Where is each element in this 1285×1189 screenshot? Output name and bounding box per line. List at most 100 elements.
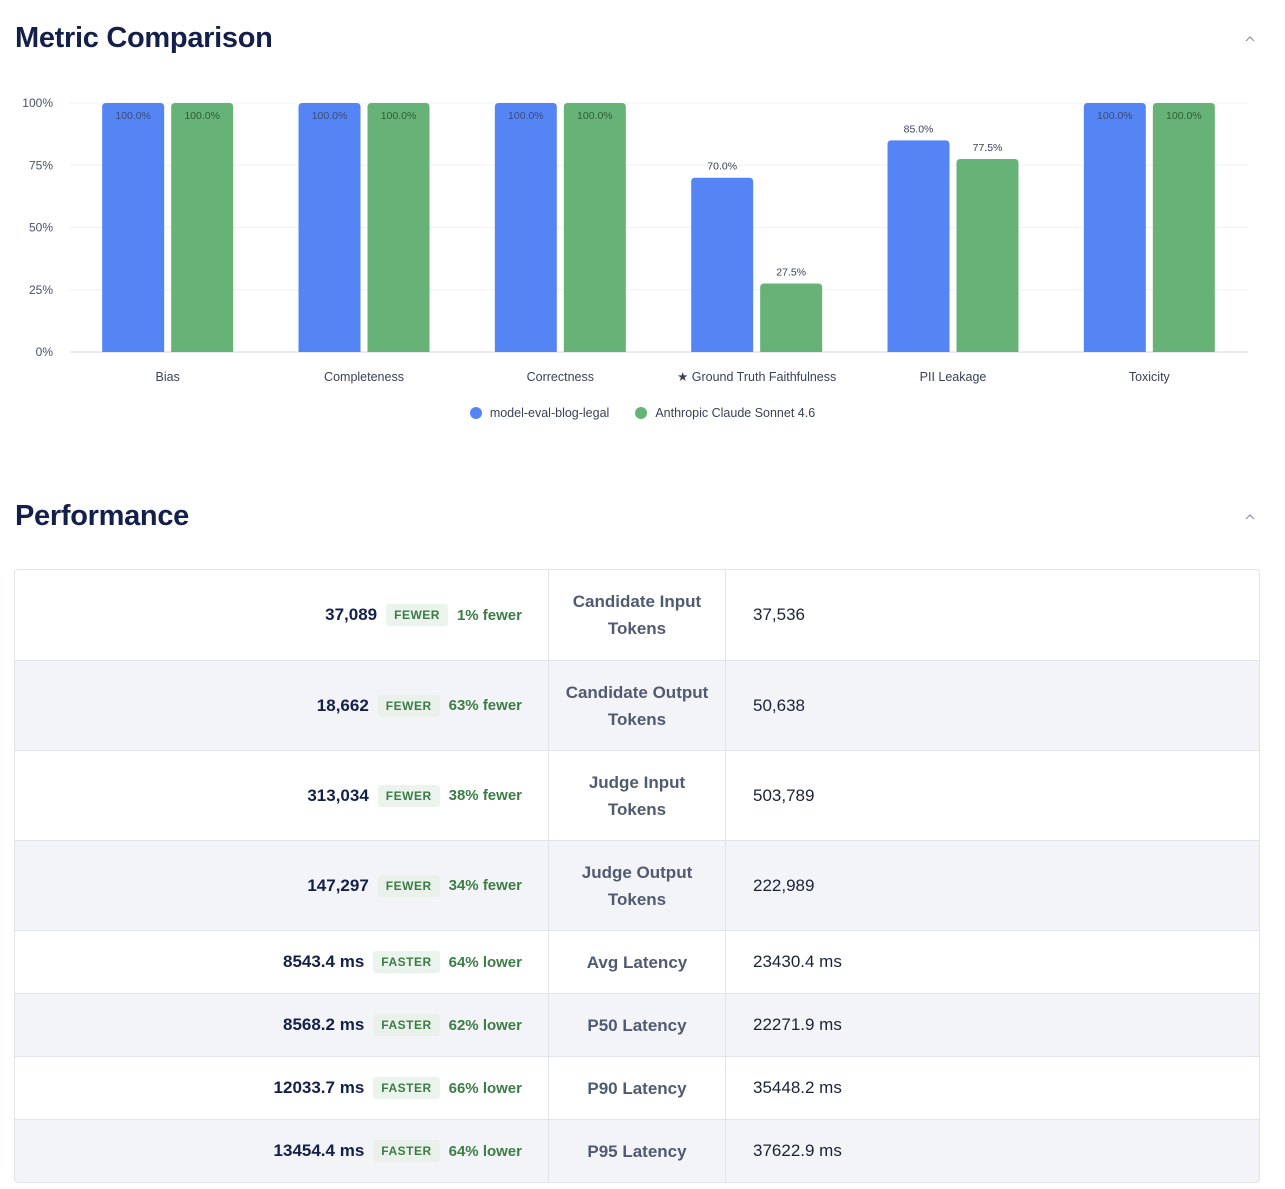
table-row: 37,089 FEWER 1% fewer Candidate Input Token… bbox=[15, 570, 1259, 660]
data-label: 100.0% bbox=[508, 110, 544, 122]
left-model-cell: 12033.7 ms FASTER 66% lower bbox=[15, 1057, 549, 1119]
left-model-cell: 313,034 FEWER 38% fewer bbox=[15, 751, 549, 840]
table-row: 13454.4 ms FASTER 64% lower P95 Latency 3762… bbox=[15, 1119, 1259, 1182]
performance-header: Performance bbox=[15, 500, 1260, 533]
data-label: 100.0% bbox=[1166, 110, 1202, 122]
performance-table: 37,089 FEWER 1% fewer Candidate Input Token… bbox=[14, 569, 1260, 1183]
delta-text: 1% fewer bbox=[456, 606, 522, 624]
bar-2-0 bbox=[171, 103, 234, 352]
right-value: 37,536 bbox=[753, 605, 805, 624]
left-value: 8568.2 ms bbox=[282, 1015, 365, 1034]
left-model-cell: 8543.4 ms FASTER 64% lower bbox=[15, 931, 549, 993]
y-tick-label: 75% bbox=[29, 158, 53, 172]
y-tick-label: 50% bbox=[29, 221, 53, 235]
left-model-cell: 8568.2 ms FASTER 62% lower bbox=[15, 994, 549, 1056]
data-label: 100.0% bbox=[115, 110, 151, 122]
metric-name: Judge Output Tokens bbox=[549, 841, 726, 930]
comparison-badge: FASTER bbox=[373, 1077, 440, 1099]
legend-item-series-1[interactable]: model-eval-blog-legal bbox=[469, 406, 610, 420]
bar-2-1 bbox=[367, 103, 430, 352]
data-label: 70.0% bbox=[707, 161, 737, 173]
left-model-cell: 13454.4 ms FASTER 64% lower bbox=[15, 1120, 549, 1182]
left-model-cell: 147,297 FEWER 34% fewer bbox=[15, 841, 549, 930]
legend-item-series-2[interactable]: Anthropic Claude Sonnet 4.6 bbox=[635, 406, 815, 420]
left-value: 313,034 bbox=[307, 785, 369, 805]
left-model-cell: 37,089 FEWER 1% fewer bbox=[15, 570, 549, 660]
bar-1-5 bbox=[1083, 103, 1146, 352]
table-row: 12033.7 ms FASTER 66% lower P90 Latency 3544… bbox=[15, 1056, 1259, 1119]
left-value: 8543.4 ms bbox=[282, 952, 365, 971]
bar-1-1 bbox=[298, 103, 361, 352]
table-row: 313,034 FEWER 38% fewer Judge Input Tokens 5… bbox=[15, 750, 1259, 840]
y-tick-label: 100% bbox=[22, 96, 53, 110]
performance-title: Performance bbox=[15, 500, 189, 532]
delta-text: 34% fewer bbox=[448, 877, 522, 894]
comparison-badge: FEWER bbox=[377, 874, 440, 897]
metric-comparison-collapse-button[interactable] bbox=[1240, 29, 1260, 49]
y-tick-label: 0% bbox=[36, 345, 54, 359]
delta-text: 38% fewer bbox=[448, 787, 522, 804]
metric-name: Candidate Input Tokens bbox=[549, 570, 726, 660]
bar-1-3 bbox=[691, 177, 754, 352]
x-category-label: Correctness bbox=[527, 370, 594, 384]
bar-1-0 bbox=[102, 103, 165, 352]
bar-1-4 bbox=[887, 140, 950, 352]
metric-name: P50 Latency bbox=[549, 994, 726, 1056]
legend-label-series-1: model-eval-blog-legal bbox=[489, 406, 610, 420]
data-label: 85.0% bbox=[904, 123, 934, 135]
bar-2-4 bbox=[956, 159, 1019, 352]
chevron-up-icon bbox=[1245, 35, 1255, 41]
data-label: 100.0% bbox=[381, 110, 417, 122]
bar-2-3 bbox=[760, 283, 823, 352]
chart-legend: model-eval-blog-legal Anthropic Claude S… bbox=[0, 406, 1285, 420]
metric-name: P90 Latency bbox=[549, 1057, 726, 1119]
delta-text: 62% lower bbox=[448, 1016, 522, 1034]
x-category-label: ★ Ground Truth Faithfulness bbox=[677, 370, 836, 384]
comparison-badge: FASTER bbox=[373, 951, 440, 973]
left-value: 12033.7 ms bbox=[273, 1078, 365, 1097]
data-label: 100.0% bbox=[1097, 110, 1133, 122]
legend-dot-series-1 bbox=[469, 407, 482, 419]
right-value: 503,789 bbox=[753, 785, 815, 805]
left-value: 18,662 bbox=[316, 695, 369, 715]
performance-collapse-button[interactable] bbox=[1240, 507, 1260, 527]
data-label: 77.5% bbox=[973, 142, 1003, 154]
metric-name: Avg Latency bbox=[549, 931, 726, 993]
delta-text: 66% lower bbox=[448, 1079, 522, 1097]
x-category-label: Bias bbox=[156, 370, 180, 384]
legend-dot-series-2 bbox=[635, 407, 648, 419]
data-label: 100.0% bbox=[577, 110, 613, 122]
comparison-badge: FASTER bbox=[373, 1140, 440, 1162]
chevron-up-icon bbox=[1245, 513, 1255, 519]
left-value: 37,089 bbox=[325, 605, 378, 624]
right-value: 23430.4 ms bbox=[753, 952, 842, 971]
bar-2-5 bbox=[1152, 103, 1215, 352]
right-value: 37622.9 ms bbox=[753, 1141, 842, 1160]
right-value: 35448.2 ms bbox=[753, 1078, 842, 1097]
metric-name: Judge Input Tokens bbox=[549, 751, 726, 840]
x-category-label: Completeness bbox=[324, 370, 404, 384]
legend-label-series-2: Anthropic Claude Sonnet 4.6 bbox=[655, 406, 816, 420]
comparison-badge: FEWER bbox=[386, 604, 448, 626]
data-label: 100.0% bbox=[184, 110, 220, 122]
data-label: 27.5% bbox=[776, 267, 806, 279]
metric-name: Candidate Output Tokens bbox=[549, 661, 726, 750]
right-value: 50,638 bbox=[753, 695, 805, 715]
metric-comparison-header: Metric Comparison bbox=[15, 22, 1260, 55]
table-row: 147,297 FEWER 34% fewer Judge Output Tokens… bbox=[15, 840, 1259, 930]
bar-chart-svg: 0% 25% 50% 75% 100% 100.0% 100.0% Bias 100.0% 100… bbox=[22, 96, 1248, 384]
bar-1-2 bbox=[494, 103, 557, 352]
left-value: 13454.4 ms bbox=[273, 1141, 365, 1160]
right-value: 222,989 bbox=[753, 875, 815, 895]
table-row: 8543.4 ms FASTER 64% lower Avg Latency 23430… bbox=[15, 930, 1259, 993]
table-row: 18,662 FEWER 63% fewer Candidate Output Tok… bbox=[15, 660, 1259, 750]
delta-text: 64% lower bbox=[448, 1142, 522, 1160]
delta-text: 64% lower bbox=[448, 953, 522, 971]
comparison-badge: FEWER bbox=[377, 784, 440, 807]
data-label: 100.0% bbox=[312, 110, 348, 122]
comparison-badge: FEWER bbox=[377, 694, 440, 717]
bar-2-2 bbox=[563, 103, 626, 352]
x-category-label: PII Leakage bbox=[920, 370, 987, 384]
metric-name: P95 Latency bbox=[549, 1120, 726, 1182]
comparison-badge: FASTER bbox=[373, 1014, 440, 1036]
